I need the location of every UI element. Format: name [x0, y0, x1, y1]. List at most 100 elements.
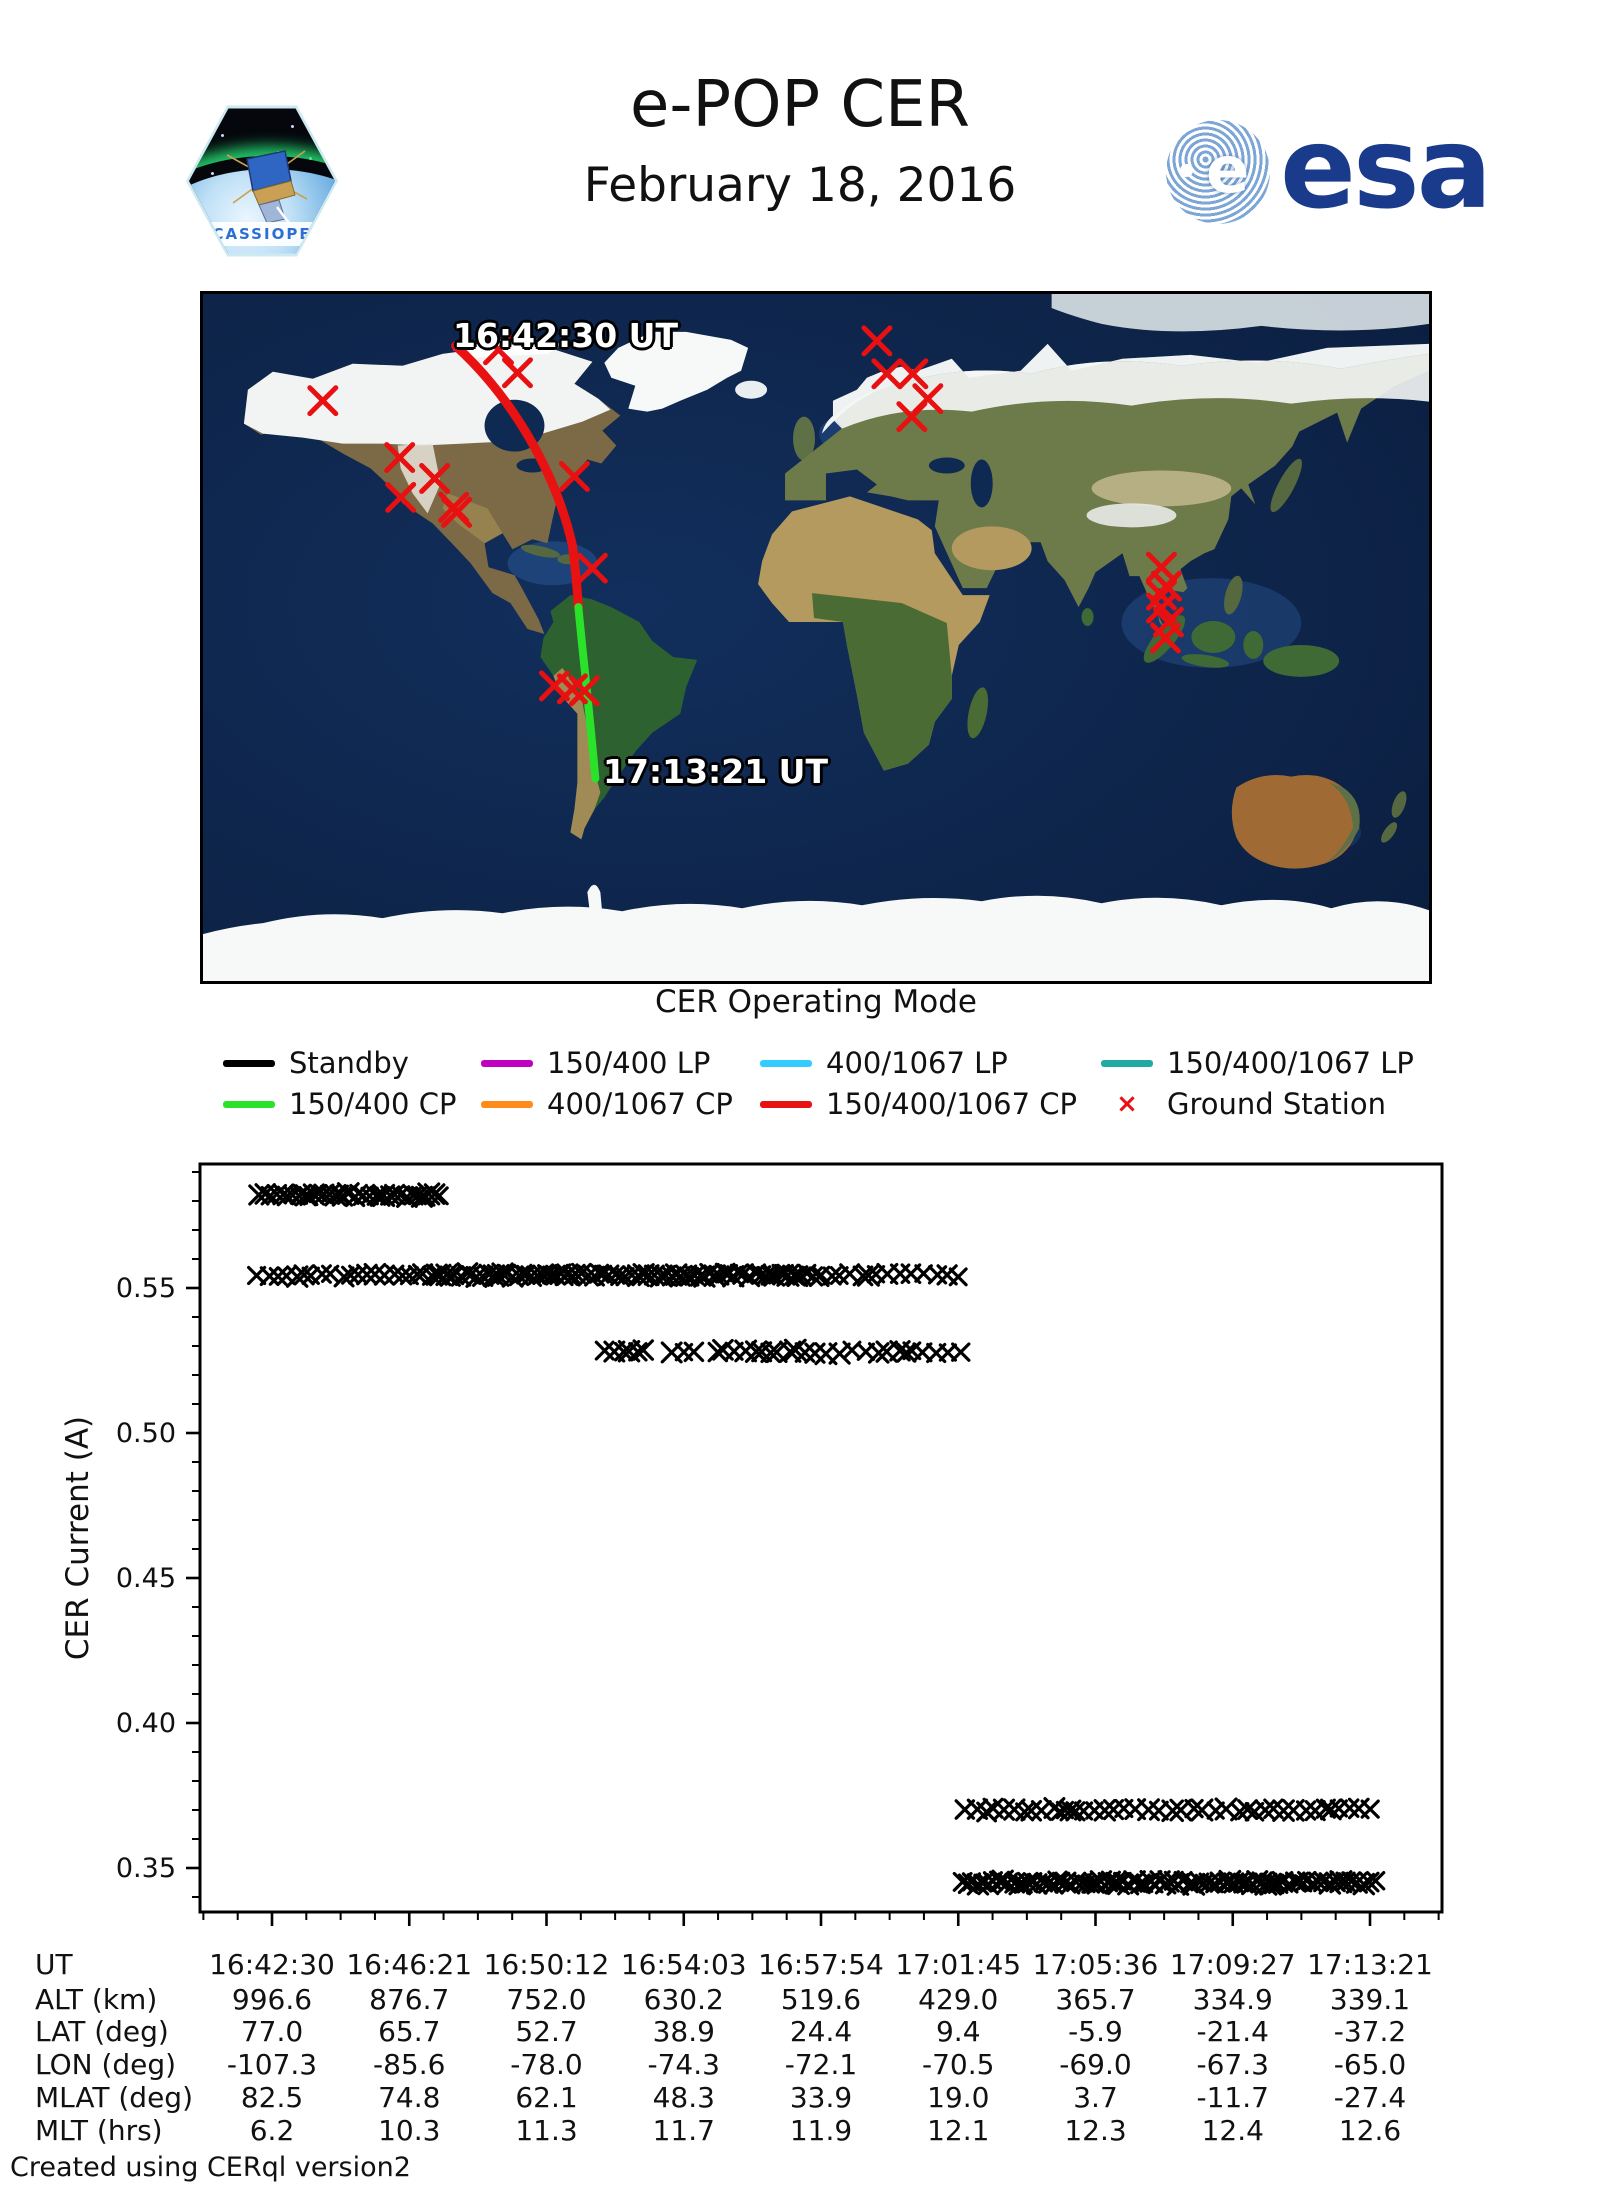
legend-line-swatch	[223, 1059, 275, 1067]
table-row: LON (deg) -107.3 -85.6 -78.0 -74.3 -72.1 -70.5…	[0, 2048, 1600, 2082]
cer-current-chart: 0.35 0.40 0.45 0.50 0.55 CER Current (A)	[60, 1162, 1444, 1926]
ground-station-marker	[483, 334, 514, 366]
table-cell: 3.7	[1073, 2081, 1118, 2114]
table-cell: 12.6	[1338, 2114, 1402, 2147]
ground-station-marker	[307, 385, 339, 417]
x-marker	[1295, 1800, 1317, 1821]
x-marker	[1051, 1871, 1071, 1891]
table-row-label: UT	[35, 1948, 73, 1981]
table-cell: 17:01:45	[895, 1948, 1022, 1981]
legend-item-label: Ground Station	[1167, 1087, 1386, 1121]
table-cell: 996.6	[231, 1983, 313, 2016]
table-cell: 9.4	[935, 2015, 981, 2048]
table-cell: -67.3	[1196, 2048, 1269, 2081]
x-marker	[707, 1341, 729, 1363]
ground-station-marker	[871, 358, 903, 390]
x-marker	[1272, 1799, 1295, 1822]
table-cell: 52.7	[515, 2015, 578, 2048]
x-marker	[1137, 1798, 1160, 1822]
esa-wordmark: esa	[1280, 104, 1492, 234]
y-tick-label: 0.55	[116, 1273, 176, 1304]
esa-globe-dot	[1180, 164, 1193, 177]
table-cell: 16:42:30	[209, 1948, 335, 1981]
legend-x-swatch: ×	[1116, 1089, 1138, 1119]
x-marker	[1161, 1799, 1185, 1823]
x-marker	[626, 1264, 650, 1288]
x-marker	[628, 1342, 648, 1362]
legend-item-label: 150/400/1067 CP	[826, 1087, 1078, 1121]
legend-line-swatch	[760, 1059, 812, 1067]
track-start-time: 16:42:30 UT	[453, 316, 678, 355]
x-marker	[1148, 1800, 1169, 1821]
table-cell: 12.3	[1064, 2114, 1127, 2147]
table-row-label: MLAT (deg)	[35, 2081, 194, 2114]
table-cell: -65.0	[1333, 2048, 1407, 2081]
legend-item-label: 150/400 CP	[289, 1087, 457, 1121]
table-cell: 11.9	[789, 2114, 853, 2147]
table-cell: 38.9	[652, 2015, 715, 2048]
x-marker	[760, 1342, 781, 1364]
cassiope-mission-patch: CASSIOPE	[186, 104, 338, 258]
table-cell: 11.3	[515, 2114, 578, 2147]
ground-station-marker	[419, 463, 451, 494]
x-marker	[407, 1264, 427, 1284]
x-marker	[392, 1265, 413, 1286]
x-marker	[356, 1263, 378, 1286]
legend-item-label: Standby	[289, 1046, 409, 1080]
x-marker	[312, 1264, 332, 1284]
legend-item: 150/400 CP	[223, 1087, 456, 1121]
satellite-icon	[226, 150, 308, 248]
table-row: MLAT (deg) 82.5 74.8 62.1 48.3 33.9 19.0 3.7 -11…	[0, 2081, 1600, 2115]
y-tick-label: 0.50	[116, 1418, 176, 1449]
table-cell: 429.0	[918, 1983, 999, 2016]
table-cell: -74.3	[647, 2048, 720, 2081]
legend-line-swatch	[760, 1100, 812, 1108]
table-cell: 77.0	[240, 2015, 304, 2048]
x-marker	[293, 1264, 315, 1286]
x-marker	[992, 1798, 1016, 1821]
legend-title: CER Operating Mode	[655, 984, 977, 1020]
table-row-label: LON (deg)	[35, 2048, 177, 2081]
table-row-label: ALT (km)	[35, 1983, 158, 2016]
y-tick-label: 0.45	[116, 1563, 176, 1594]
table-cell: -11.7	[1196, 2081, 1269, 2114]
esa-globe-e: e	[1206, 134, 1250, 208]
table-row: ALT (km) 996.6 876.7 752.0 630.2 519.6 429.0 36…	[0, 1983, 1600, 2017]
x-marker	[828, 1342, 851, 1365]
ground-station-marker	[384, 442, 416, 473]
x-marker	[822, 1266, 842, 1286]
x-marker	[729, 1263, 749, 1283]
ground-station-marker	[1149, 622, 1181, 654]
table-cell: -107.3	[226, 2048, 318, 2081]
cassiope-label: CASSIOPE	[200, 222, 324, 247]
legend-item: 150/400 LP	[481, 1046, 710, 1080]
table-cell: 82.5	[240, 2081, 304, 2114]
ground-station-marker	[385, 481, 417, 513]
x-marker	[302, 1183, 325, 1206]
x-marker	[914, 1264, 933, 1283]
table-cell: 11.7	[652, 2114, 715, 2147]
table-cell: 12.4	[1201, 2114, 1264, 2147]
ground-station-marker	[558, 461, 590, 492]
legend-item: 150/400/1067 LP	[1101, 1046, 1414, 1080]
table-cell: -69.0	[1059, 2048, 1132, 2081]
scatter-markers	[247, 1182, 1386, 1896]
table-cell: -5.9	[1068, 2015, 1123, 2048]
x-marker	[1320, 1798, 1342, 1821]
ground-station-marker	[897, 358, 929, 390]
table-cell: -78.0	[510, 2048, 583, 2081]
table-cell: 16:54:03	[620, 1948, 747, 1981]
world-map	[203, 294, 1429, 981]
x-marker	[363, 1262, 387, 1286]
y-tick-label: 0.40	[116, 1708, 176, 1739]
table-cell: 10.3	[378, 2114, 441, 2147]
x-marker	[856, 1263, 880, 1287]
x-marker	[366, 1186, 387, 1206]
x-marker	[1360, 1799, 1380, 1819]
legend-line-swatch	[223, 1100, 275, 1108]
table-row: MLT (hrs) 6.2 10.3 11.3 11.7 11.9 12.1 12.3 12.4…	[0, 2114, 1600, 2148]
table-row-label: LAT (deg)	[35, 2015, 169, 2048]
table-cell: 24.4	[789, 2015, 853, 2048]
x-marker	[384, 1183, 406, 1206]
legend-line-swatch	[481, 1100, 533, 1108]
